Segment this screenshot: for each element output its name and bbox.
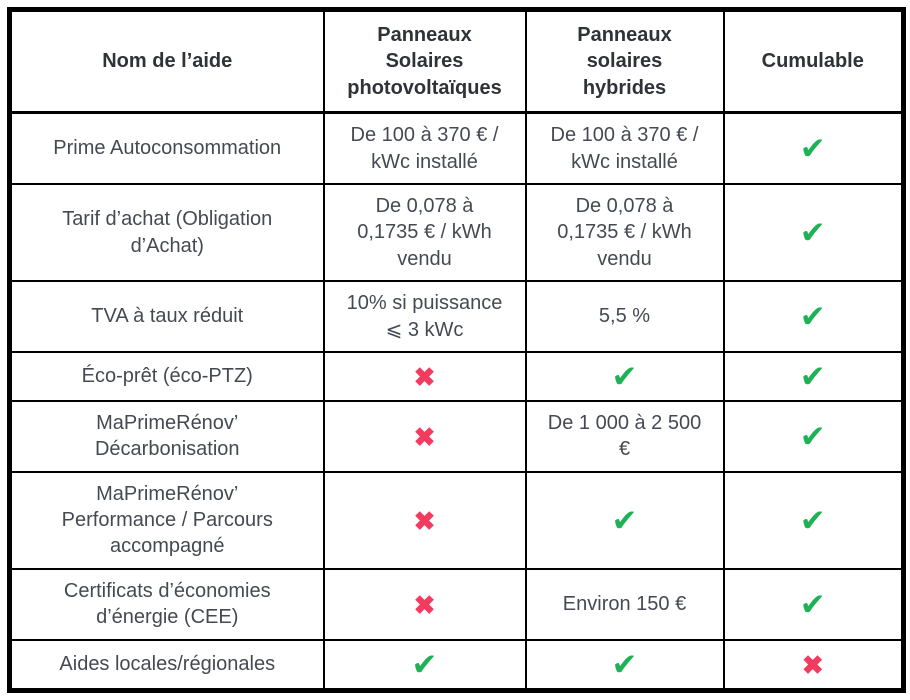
pv-panels-cell: ✖ — [322, 399, 527, 473]
hybrid-panels-cell: De 100 à 370 € / kWc installé — [524, 111, 725, 185]
table-row: MaPrimeRénov’ Décarbonisation ✖ De 1 000 à… — [8, 399, 905, 473]
table-row: MaPrimeRénov’ Performance / Parcours acc… — [8, 470, 905, 570]
check-icon: ✔ — [799, 502, 826, 538]
check-icon: ✔ — [799, 215, 826, 251]
aid-name-cell: MaPrimeRénov’ Décarbonisation — [8, 399, 325, 473]
hybrid-panels-cell: Environ 150 € — [524, 567, 725, 641]
check-icon: ✔ — [799, 358, 826, 394]
hybrid-panels-cell: De 1 000 à 2 500 € — [524, 399, 725, 473]
hybrid-panels-cell: ✔ — [524, 638, 725, 692]
cross-icon: ✖ — [801, 649, 824, 680]
table-row: TVA à taux réduit 10% si puissance ⩽ 3 kW… — [8, 280, 905, 353]
check-icon: ✔ — [799, 299, 826, 335]
check-icon: ✔ — [611, 646, 638, 682]
header-pv-panels: Panneaux Solaires photovoltaïques — [322, 8, 527, 115]
cumulable-cell: ✔ — [722, 350, 905, 402]
header-aid-name: Nom de l’aide — [8, 8, 325, 115]
table-row: Certificats d’économies d’énergie (CEE) ✖… — [8, 567, 905, 641]
pv-panels-cell: ✖ — [322, 350, 527, 402]
cumulable-cell: ✔ — [722, 567, 905, 641]
pv-panels-cell: De 0,078 à 0,1735 € / kWh vendu — [322, 182, 527, 283]
check-icon: ✔ — [799, 131, 826, 167]
aid-name-cell: Éco-prêt (éco-PTZ) — [8, 350, 325, 402]
header-cumulable: Cumulable — [722, 8, 905, 115]
aid-name-cell: Aides locales/régionales — [8, 638, 325, 692]
cumulable-cell: ✔ — [722, 111, 905, 185]
hybrid-panels-cell: De 0,078 à 0,1735 € / kWh vendu — [524, 182, 725, 283]
pv-panels-cell: 10% si puissance ⩽ 3 kWc — [322, 280, 527, 353]
table-row: Aides locales/régionales ✔ ✔ ✖ — [8, 638, 905, 692]
pv-panels-cell: ✖ — [322, 567, 527, 641]
check-icon: ✔ — [799, 586, 826, 622]
table-body: Prime Autoconsommation De 100 à 370 € / k… — [8, 111, 905, 692]
aid-name-cell: Prime Autoconsommation — [8, 111, 325, 185]
pv-panels-cell: ✖ — [322, 470, 527, 570]
check-icon: ✔ — [799, 418, 826, 454]
pv-panels-cell: De 100 à 370 € / kWc installé — [322, 111, 527, 185]
cumulable-cell: ✖ — [722, 638, 905, 692]
table-row: Prime Autoconsommation De 100 à 370 € / k… — [8, 111, 905, 185]
cumulable-cell: ✔ — [722, 280, 905, 353]
cross-icon: ✖ — [413, 421, 436, 452]
table-row: Tarif d’achat (Obligation d’Achat) De 0,0… — [8, 182, 905, 283]
cumulable-cell: ✔ — [722, 470, 905, 570]
check-icon: ✔ — [411, 646, 438, 682]
aid-name-cell: Tarif d’achat (Obligation d’Achat) — [8, 182, 325, 283]
cumulable-cell: ✔ — [722, 182, 905, 283]
hybrid-panels-cell: ✔ — [524, 350, 725, 402]
table-row: Éco-prêt (éco-PTZ) ✖ ✔ ✔ — [8, 350, 905, 402]
cumulable-cell: ✔ — [722, 399, 905, 473]
aid-comparison-table: Nom de l’aide Panneaux Solaires photovol… — [7, 7, 906, 693]
aid-name-cell: TVA à taux réduit — [8, 280, 325, 353]
cross-icon: ✖ — [413, 361, 436, 392]
hybrid-panels-cell: 5,5 % — [524, 280, 725, 353]
aid-name-cell: MaPrimeRénov’ Performance / Parcours acc… — [8, 470, 325, 570]
check-icon: ✔ — [611, 502, 638, 538]
header-row: Nom de l’aide Panneaux Solaires photovol… — [8, 8, 905, 115]
cross-icon: ✖ — [413, 505, 436, 536]
pv-panels-cell: ✔ — [322, 638, 527, 692]
check-icon: ✔ — [611, 358, 638, 394]
header-hybrid-panels: Panneaux solaires hybrides — [524, 8, 725, 115]
aid-name-cell: Certificats d’économies d’énergie (CEE) — [8, 567, 325, 641]
hybrid-panels-cell: ✔ — [524, 470, 725, 570]
cross-icon: ✖ — [413, 589, 436, 620]
